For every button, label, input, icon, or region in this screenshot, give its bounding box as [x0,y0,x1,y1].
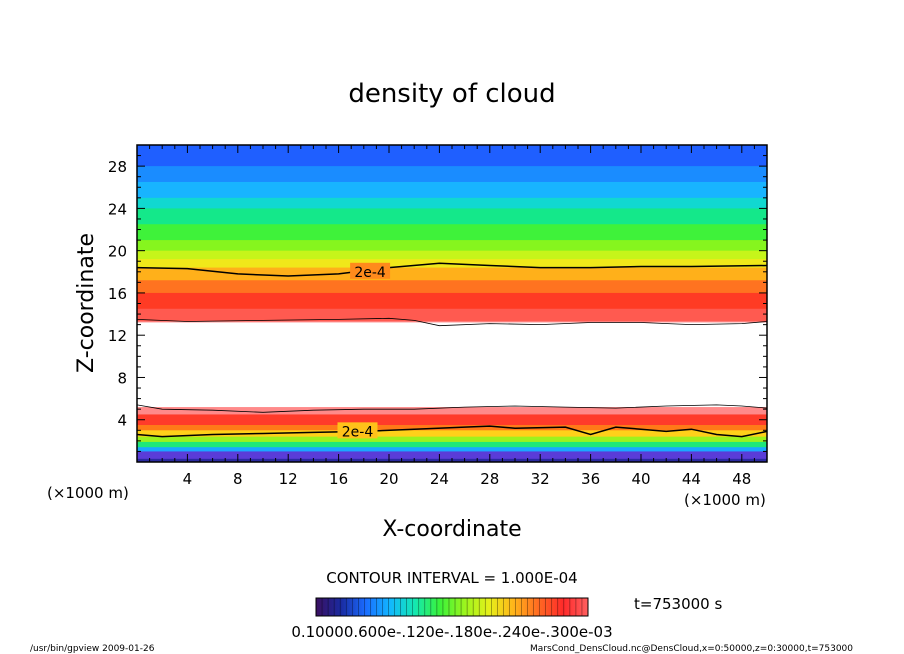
color-band [137,414,767,426]
colorbar-labels: 0.10000.600e-.120e-.180e-.240e-.300e-03 [291,623,612,641]
color-band [137,280,767,294]
color-band [137,321,767,324]
colorbar [315,597,589,617]
y-tick-label: 20 [108,243,127,261]
color-band [137,403,767,408]
y-axis-unit: (×1000 m) [47,484,129,502]
x-axis-unit: (×1000 m) [684,491,766,509]
color-band [137,267,767,281]
x-tick-label: 4 [183,470,193,488]
x-tick-label: 16 [329,470,348,488]
y-axis-title: Z-coordinate [74,233,99,373]
x-tick-label: 44 [682,470,701,488]
x-tick-label: 12 [279,470,298,488]
color-band [137,451,767,460]
color-band [137,240,767,252]
x-tick-label: 28 [480,470,499,488]
chart-title: density of cloud [348,79,555,109]
contour-line-upper [137,262,767,277]
y-tick-label: 28 [108,158,127,176]
y-tick-label: 4 [117,412,127,430]
color-band [137,407,767,415]
contour-label: 2e-4 [342,424,374,440]
contour-label-bg [337,422,378,439]
footer-right: MarsCond_DensCloud.nc@DensCloud,x=0:5000… [530,644,853,654]
x-tick-label: 20 [379,470,398,488]
y-tick-label: 12 [108,327,127,345]
contour-interval: CONTOUR INTERVAL = 1.000E-04 [326,569,577,587]
x-tick-label: 24 [430,470,449,488]
x-tick-label: 8 [233,470,243,488]
contour-label: 2e-4 [354,265,386,281]
color-band [137,197,767,209]
color-band [137,181,767,199]
color-band [137,436,767,443]
x-tick-label: 36 [581,470,600,488]
x-tick-label: 32 [531,470,550,488]
color-band [137,208,767,225]
color-band [137,430,767,438]
color-band [137,447,767,452]
footer-left: /usr/bin/gpview 2009-01-26 [30,644,155,654]
contour-line-lower [137,425,767,438]
color-band [137,441,767,448]
contour-line-upper-boundary [137,317,767,327]
color-band [137,145,767,167]
time-label: t=753000 s [634,595,722,613]
y-tick-label: 8 [117,369,127,387]
contour-line-lower-boundary [137,404,767,413]
y-tick-label: 16 [108,285,127,303]
color-band [137,308,767,322]
y-tick-label: 24 [108,200,127,218]
color-band [137,322,767,405]
color-band [137,224,767,241]
x-axis-title: X-coordinate [382,517,521,542]
color-band [137,250,767,260]
color-band [137,292,767,310]
x-tick-label: 40 [631,470,650,488]
x-tick-label: 48 [732,470,751,488]
color-band [137,166,767,183]
y-axis: 4 8 12 16 20 24 28 [108,155,767,452]
plot-area: 2e-4 2e-4 [137,145,767,462]
contour-label-bg [350,262,391,279]
x-axis: 4 8 12 16 20 24 28 32 36 40 44 48 [149,145,755,488]
